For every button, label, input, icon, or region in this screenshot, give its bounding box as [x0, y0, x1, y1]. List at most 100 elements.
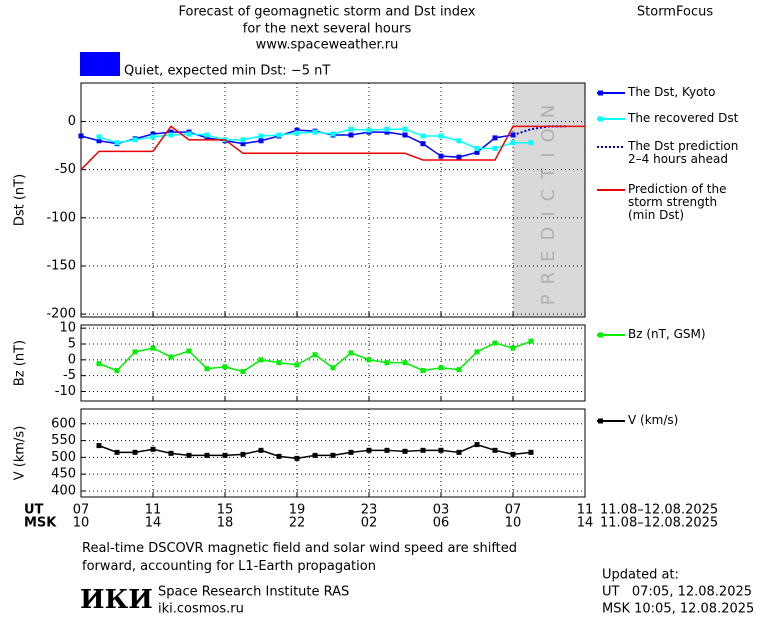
- point: [294, 130, 300, 136]
- x-tick-label-msk: 14: [577, 516, 594, 531]
- subtitle: for the next several hours: [243, 22, 412, 37]
- point: [132, 137, 138, 143]
- point: [420, 133, 426, 139]
- x-tick-label-msk: 10: [505, 516, 522, 531]
- point: [276, 360, 282, 366]
- point: [384, 129, 390, 135]
- point: [276, 453, 282, 459]
- legend-label: The recovered Dst: [628, 111, 739, 125]
- legend-label: Prediction of the storm strength (min Ds…: [628, 182, 727, 222]
- point: [312, 129, 318, 135]
- point: [96, 443, 102, 449]
- point: [330, 365, 336, 371]
- point: [348, 449, 354, 455]
- point: [474, 145, 480, 151]
- y-tick-label: -150: [46, 258, 76, 273]
- y-tick-label: -100: [46, 210, 76, 225]
- y-axis-label: V (km/s): [13, 426, 28, 481]
- point: [258, 133, 264, 139]
- point: [150, 134, 156, 140]
- legend-label: The Dst, Kyoto: [628, 85, 716, 99]
- prediction-label: PREDICTION: [538, 95, 559, 305]
- x-tick-label-msk: 02: [361, 516, 378, 531]
- point: [456, 138, 462, 144]
- msk-dates: 11.08–12.08.2025: [600, 516, 718, 531]
- point: [402, 126, 408, 132]
- point: [384, 360, 390, 366]
- point: [168, 132, 174, 138]
- point: [204, 366, 210, 372]
- point: [150, 131, 156, 137]
- point: [312, 452, 318, 458]
- x-tick-label: 11: [577, 503, 594, 518]
- panel-frame: [80, 408, 586, 498]
- note: Real-time DSCOVR magnetic field and sola…: [82, 541, 518, 574]
- x-tick-label-msk: 14: [145, 516, 162, 531]
- point: [294, 362, 300, 368]
- point: [204, 135, 210, 141]
- title: Forecast of geomagnetic storm and Dst in…: [178, 5, 475, 20]
- point: [402, 132, 408, 138]
- point: [528, 140, 534, 146]
- point: [186, 131, 192, 137]
- point: [384, 447, 390, 453]
- point: [240, 451, 246, 457]
- point: [204, 132, 210, 138]
- point: [330, 452, 336, 458]
- y-tick-label: -5: [63, 368, 76, 383]
- point: [276, 132, 282, 138]
- point: [438, 133, 444, 139]
- y-tick-label: 450: [51, 467, 76, 482]
- point: [186, 452, 192, 458]
- point: [114, 140, 120, 146]
- x-tick-label: 19: [289, 503, 306, 518]
- ut-label: UT: [24, 503, 44, 518]
- point: [294, 455, 300, 461]
- point: [294, 127, 300, 133]
- point: [132, 449, 138, 455]
- updated-ut: UT 07:05, 12.08.2025: [602, 585, 752, 600]
- point: [96, 134, 102, 140]
- point: [420, 141, 426, 147]
- x-tick-label: 23: [361, 503, 378, 518]
- series-line: [80, 125, 585, 171]
- point: [510, 345, 516, 351]
- point: [240, 369, 246, 375]
- point: [258, 138, 264, 144]
- legend-label: The Dst prediction 2–4 hours ahead: [628, 139, 739, 166]
- point: [312, 352, 318, 358]
- point: [258, 447, 264, 453]
- point: [222, 364, 228, 370]
- y-tick-label: -50: [55, 162, 76, 177]
- x-tick-label: 15: [217, 503, 234, 518]
- legend-marker: [598, 332, 603, 338]
- x-tick-label: 07: [73, 503, 90, 518]
- point: [222, 452, 228, 458]
- point: [132, 349, 138, 355]
- point: [456, 449, 462, 455]
- legend-marker: [598, 90, 603, 96]
- x-tick-label: 03: [433, 503, 450, 518]
- point: [240, 137, 246, 143]
- point: [366, 127, 372, 133]
- point: [204, 452, 210, 458]
- point: [330, 131, 336, 137]
- legend-label: V (km/s): [628, 413, 679, 427]
- point: [168, 354, 174, 360]
- y-tick-label: 5: [68, 337, 76, 352]
- point: [420, 368, 426, 374]
- point: [402, 448, 408, 454]
- point: [78, 133, 84, 139]
- y-tick-label: 500: [51, 450, 76, 465]
- point: [402, 360, 408, 366]
- y-axis-label: Bz (nT): [13, 340, 28, 386]
- legend-marker: [598, 418, 603, 424]
- y-tick-label: 400: [51, 483, 76, 498]
- point: [168, 129, 174, 135]
- x-tick-label-msk: 22: [289, 516, 306, 531]
- updated-msk: MSK 10:05, 12.08.2025: [602, 602, 754, 617]
- url: www.spaceweather.ru: [256, 38, 399, 53]
- point: [456, 367, 462, 373]
